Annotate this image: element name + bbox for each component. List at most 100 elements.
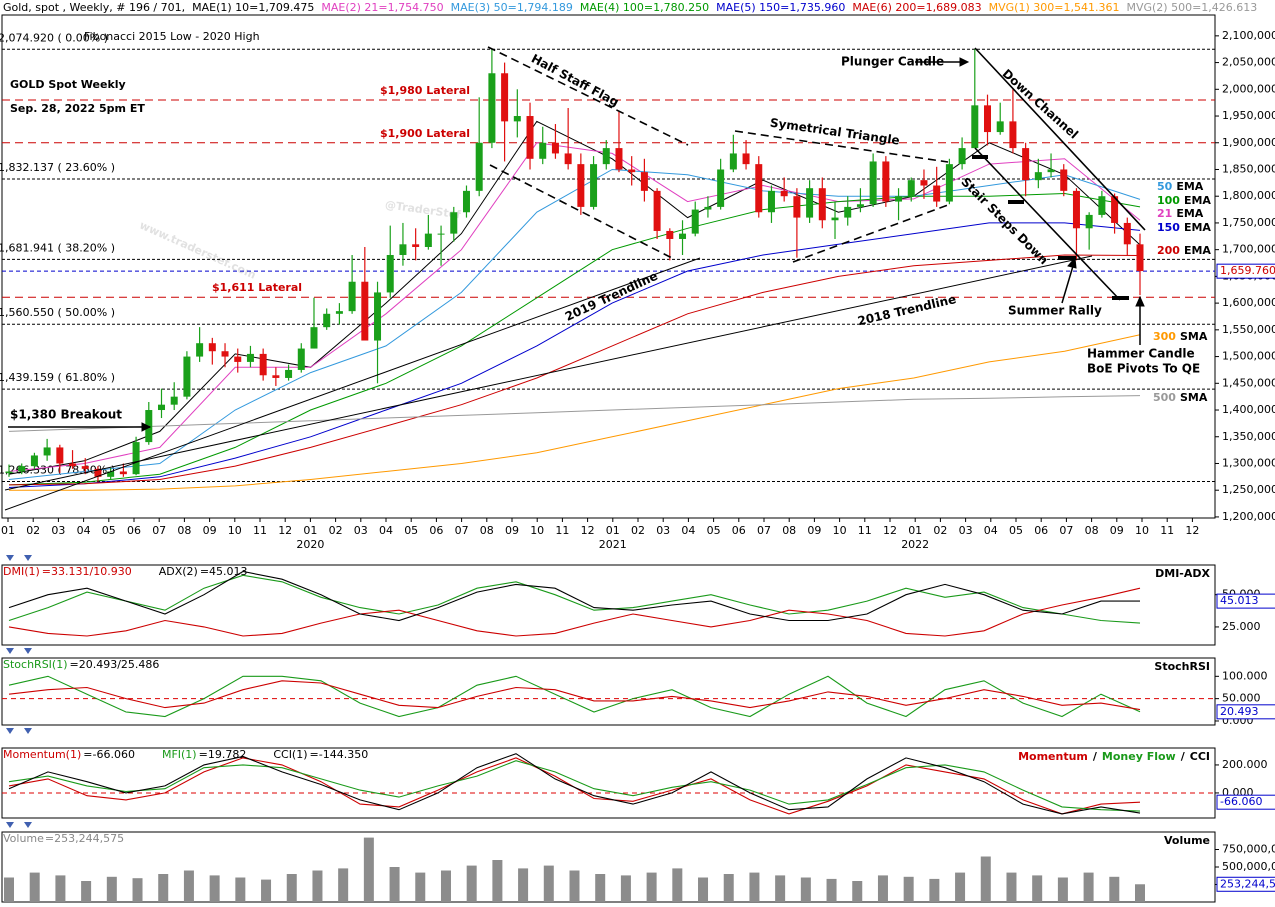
x-tick-label: 09 <box>203 524 217 537</box>
ma-label-kind: SMA <box>1180 391 1208 404</box>
candle-body <box>183 356 191 397</box>
legend-label: =45.013 <box>200 565 248 578</box>
legend-label: MAE(2) 21=1,754.750 <box>321 1 443 14</box>
x-tick-label: 06 <box>732 524 746 537</box>
candle-body <box>196 343 204 357</box>
candle-body <box>107 471 115 477</box>
candle-body <box>577 164 585 207</box>
panel-frame <box>1 657 1216 726</box>
candle-body <box>437 233 445 235</box>
candle-body <box>1047 169 1055 173</box>
annotation: Hammer Candle <box>1087 347 1195 361</box>
flag-line <box>489 164 673 259</box>
candle-body <box>1098 196 1106 215</box>
volume-bar <box>1032 875 1043 902</box>
candle-body <box>94 468 102 477</box>
y-tick-label: 1,500,000 <box>1222 350 1275 363</box>
chart-title: GOLD Spot Weekly <box>10 78 126 91</box>
candle-body <box>56 447 64 464</box>
candle-body <box>488 73 496 143</box>
x-tick-label: 08 <box>782 524 796 537</box>
last-value-label: 45.013 <box>1220 594 1259 607</box>
candle-body <box>412 244 420 247</box>
volume-bar <box>852 881 863 902</box>
x-tick-label: 02 <box>329 524 343 537</box>
volume-bar <box>518 868 529 902</box>
legend-label: MAE(1) 10=1,709.475 <box>192 1 314 14</box>
candle-body <box>462 190 470 213</box>
candle-body <box>5 471 13 474</box>
candle-body <box>564 153 572 165</box>
candle-body <box>984 105 992 133</box>
rally-arrow <box>1061 265 1074 304</box>
candle-body <box>157 404 165 411</box>
legend-label: =33.131/10.930 <box>42 565 132 578</box>
x-tick-label: 07 <box>152 524 166 537</box>
y-tick-label: 2,050,000 <box>1222 56 1275 69</box>
arrow-head <box>1067 256 1077 269</box>
candle-body <box>539 142 547 159</box>
candle-body <box>996 121 1004 133</box>
candle-body <box>285 369 293 378</box>
y-tick-label: 1,700,000 <box>1222 243 1275 256</box>
ma-label: 100 EMA <box>1157 194 1211 207</box>
panel-splitters <box>6 555 32 828</box>
panel-frame <box>1 14 1216 519</box>
y-tick-label: 200.000 <box>1222 758 1268 771</box>
splitter <box>6 648 32 654</box>
chart-subtitle: Sep. 28, 2022 5pm ET <box>10 102 145 115</box>
y-tick-label: 1,800,000 <box>1222 189 1275 202</box>
ma-label: 50 EMA <box>1157 180 1204 193</box>
panel-title: Momentum <box>1018 750 1088 763</box>
panel-title: / <box>1093 750 1098 763</box>
x-tick-label: 07 <box>455 524 469 537</box>
last-value-box <box>1216 263 1275 279</box>
x-tick-label: 04 <box>984 524 998 537</box>
y-tick-label: 750,000,000 <box>1222 843 1275 856</box>
x-tick-label: 09 <box>807 524 821 537</box>
ma-label-kind: EMA <box>1184 194 1211 207</box>
last-value-label: 20.493 <box>1220 705 1259 718</box>
x-tick-label: 06 <box>429 524 443 537</box>
triangle-line <box>792 204 949 263</box>
annotation: Summer Rally <box>1008 304 1102 318</box>
y-tick-label: 50.000 <box>1222 692 1261 705</box>
candle-body <box>818 188 826 221</box>
x-tick-label: 08 <box>177 524 191 537</box>
ma-label: 21 EMA <box>1157 207 1204 220</box>
volume-bar <box>389 867 400 902</box>
candle-body <box>132 442 140 475</box>
candle-body <box>361 281 369 341</box>
ma-label-kind: EMA <box>1184 244 1211 257</box>
x-tick-label: 02 <box>631 524 645 537</box>
ma-label-period: 500 <box>1153 391 1176 404</box>
candle-body <box>386 255 394 293</box>
ma-label-kind: SMA <box>1180 330 1208 343</box>
x-tick-label: 01 <box>303 524 317 537</box>
y-tick-label: 500,000,000 <box>1222 860 1275 873</box>
candle-body <box>513 116 521 122</box>
volume-bar <box>55 875 66 902</box>
last-value-label: -66.060 <box>1220 795 1262 808</box>
legend-label: StochRSI(1) <box>3 658 68 671</box>
volume-bar <box>261 879 272 902</box>
ma-label: 300 SMA <box>1153 330 1208 343</box>
x-tick-label: 06 <box>1034 524 1048 537</box>
x-tick-label: 03 <box>354 524 368 537</box>
volume-bar <box>158 874 169 902</box>
legend-label: MAE(4) 100=1,780.250 <box>580 1 709 14</box>
volume-bar <box>826 878 837 902</box>
volume-bar <box>800 877 811 902</box>
series-line <box>8 570 1140 622</box>
ma-label-period: 50 <box>1157 180 1173 193</box>
volume-bar <box>286 874 297 902</box>
x-tick-label: 12 <box>883 524 897 537</box>
volume-bar <box>903 876 914 902</box>
candle-body <box>221 351 229 357</box>
candle-body <box>208 343 216 352</box>
candle-body <box>374 292 382 341</box>
ma-line <box>8 254 1141 486</box>
x-tick-label: 05 <box>1009 524 1023 537</box>
volume-bar <box>929 878 940 902</box>
